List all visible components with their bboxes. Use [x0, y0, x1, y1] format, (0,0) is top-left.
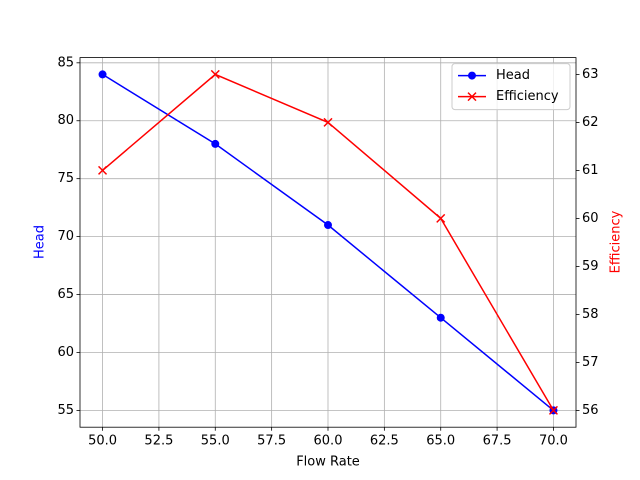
x-tick-label: 50.0: [88, 434, 117, 449]
y-axis-label: Head: [33, 225, 48, 259]
y-tick-label: 85: [57, 55, 74, 70]
y2-tick-label: 63: [582, 67, 599, 82]
marker: [436, 313, 445, 322]
x-tick-label: 57.5: [257, 434, 286, 449]
y-tick-label: 60: [57, 345, 74, 360]
x-tick-label: 55.0: [201, 434, 230, 449]
legend-label: Head: [496, 68, 530, 83]
marker: [324, 221, 332, 230]
marker: [98, 165, 108, 175]
y-tick-label: 55: [57, 403, 74, 418]
x-tick-label: 62.5: [370, 434, 399, 449]
y2-axis-label: Efficiency: [609, 210, 624, 273]
y2-tick-label: 58: [582, 307, 599, 322]
y-tick-label: 75: [57, 171, 74, 186]
y2-tick-label: 62: [582, 115, 599, 130]
plot-frame: [79, 57, 577, 428]
y2-tick-label: 59: [582, 259, 599, 274]
y2-tick-label: 61: [582, 163, 599, 178]
x-tick-label: 65.0: [426, 434, 455, 449]
x-tick-label: 70.0: [539, 434, 568, 449]
y-tick-label: 65: [57, 287, 74, 302]
x-tick-label: 52.5: [144, 434, 173, 449]
marker: [98, 70, 107, 79]
marker: [548, 405, 558, 415]
marker: [211, 139, 220, 148]
legend-marker: [467, 92, 477, 102]
x-tick-label: 67.5: [483, 434, 512, 449]
legend-marker: [468, 71, 476, 80]
y-tick-label: 70: [57, 229, 74, 244]
y2-tick-label: 56: [582, 403, 599, 418]
marker: [210, 69, 220, 79]
x-tick-label: 60.0: [314, 434, 343, 449]
y2-tick-label: 57: [582, 355, 599, 370]
marker: [436, 213, 446, 223]
legend-label: Efficiency: [496, 89, 559, 104]
marker: [323, 117, 333, 127]
x-axis-label: Flow Rate: [296, 455, 360, 470]
y-tick-label: 80: [57, 113, 74, 128]
y2-tick-label: 60: [582, 211, 599, 226]
